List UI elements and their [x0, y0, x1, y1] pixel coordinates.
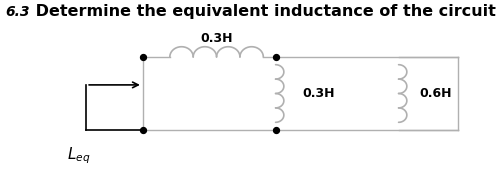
Point — [271, 129, 279, 131]
Text: 0.6H: 0.6H — [418, 87, 451, 100]
Text: 0.3H: 0.3H — [302, 87, 335, 100]
Text: $L_{eq}$: $L_{eq}$ — [67, 145, 90, 166]
Point — [138, 129, 146, 131]
Point — [271, 56, 279, 58]
Text: 0.3H: 0.3H — [200, 32, 232, 45]
Text: 6.3: 6.3 — [5, 5, 30, 19]
Point — [138, 56, 146, 58]
Text: Determine the equivalent inductance of the circuit below.: Determine the equivalent inductance of t… — [30, 4, 501, 19]
